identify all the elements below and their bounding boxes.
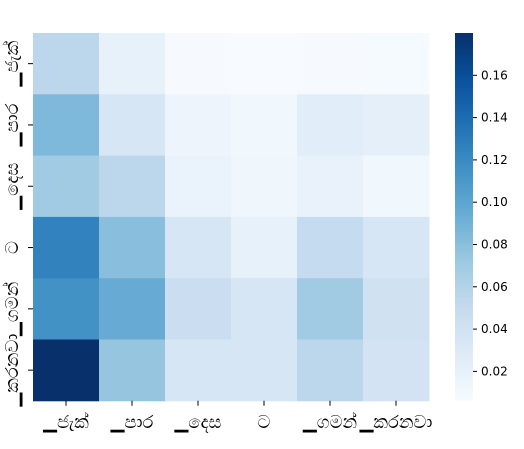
heatmap-cell (297, 33, 364, 95)
x-tick-label: ▁දෙස (173, 412, 221, 433)
heatmap-cells (33, 33, 430, 402)
heatmap-cell (363, 278, 430, 340)
heatmap-cell (363, 94, 430, 157)
heatmap-cell (165, 155, 232, 218)
heatmap-cell (231, 339, 298, 402)
heatmap-cell (165, 339, 232, 402)
heatmap-cell (363, 155, 430, 218)
heatmap-cell (297, 216, 364, 279)
x-tick-label: ▁ජැක් (42, 412, 89, 433)
colorbar-tick-label: 0.12 (481, 153, 508, 167)
heatmap-cell (231, 33, 298, 95)
y-tick-label: ▁ගමන් (2, 282, 23, 337)
y-axis-ticks: ▁ජැක් ▁පාර ▁දෙස ට ▁ගමන්▁කරනවා (2, 40, 33, 408)
colorbar (455, 33, 473, 401)
heatmap-cell (33, 33, 100, 95)
heatmap-cell (165, 216, 232, 279)
heatmap-cell (363, 339, 430, 402)
colorbar-tick-label: 0.14 (481, 111, 508, 125)
heatmap-cell (297, 278, 364, 340)
heatmap-cell (165, 94, 232, 157)
heatmap-cell (363, 216, 430, 279)
heatmap-cell (99, 216, 166, 279)
y-tick-label: ▁කරනවා (2, 334, 23, 408)
heatmap-cell (231, 94, 298, 157)
y-tick-label: ▁දෙස (2, 163, 23, 211)
colorbar-tick-label: 0.16 (481, 68, 508, 82)
heatmap-cell (33, 94, 100, 157)
heatmap-cell (231, 155, 298, 218)
x-tick-label: ▁ගමන් (302, 412, 357, 433)
heatmap-cell (33, 216, 100, 279)
colorbar-tick-label: 0.10 (481, 195, 508, 209)
x-tick-label: ▁කරනවා (359, 412, 433, 433)
x-tick-label: ▁පාර (110, 412, 154, 433)
heatmap-cell (99, 33, 166, 95)
colorbar-tick-label: 0.08 (481, 237, 508, 251)
heatmap-cell (99, 339, 166, 402)
heatmap-cell (33, 278, 100, 340)
x-axis-ticks: ▁ජැක් ▁පාර ▁දෙස ට ▁ගමන් ▁කරනවා (42, 400, 433, 433)
heatmap-cell (99, 155, 166, 218)
heatmap-cell (99, 94, 166, 157)
heatmap-cell (297, 94, 364, 157)
colorbar-tick-label: 0.04 (481, 322, 508, 336)
heatmap-cell (231, 278, 298, 340)
heatmap-cell (363, 33, 430, 95)
y-tick-label: ▁ජැක් (2, 40, 23, 87)
heatmap-cell (165, 33, 232, 95)
colorbar-tick-label: 0.06 (481, 280, 508, 294)
y-tick-label: ට (2, 241, 23, 254)
colorbar-tick-label: 0.02 (481, 364, 508, 378)
heatmap-cell (33, 155, 100, 218)
heatmap-cell (297, 339, 364, 402)
colorbar-ticks: 0.02 0.04 0.06 0.08 0.10 0.12 0.14 0.16 (473, 68, 508, 378)
heatmap-cell (165, 278, 232, 340)
heatmap-cell (231, 216, 298, 279)
y-tick-label: ▁පාර (2, 103, 23, 147)
heatmap-cell (33, 339, 100, 402)
heatmap-cell (99, 278, 166, 340)
x-tick-label: ට (258, 412, 271, 433)
heatmap-cell (297, 155, 364, 218)
